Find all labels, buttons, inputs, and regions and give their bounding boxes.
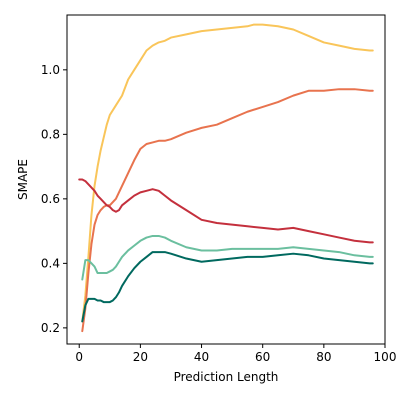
series-line-1 bbox=[82, 25, 372, 322]
y-tick-label: 0.8 bbox=[41, 127, 60, 141]
y-tick-label: 1.0 bbox=[41, 63, 60, 77]
plot-frame bbox=[67, 15, 385, 344]
y-axis-label: SMAPE bbox=[16, 159, 30, 200]
y-tick-label: 0.6 bbox=[41, 192, 60, 206]
series-line-2 bbox=[82, 89, 372, 331]
series-line-3 bbox=[79, 180, 373, 243]
series-line-4 bbox=[82, 236, 372, 280]
x-tick-label: 80 bbox=[316, 350, 331, 364]
x-tick-label: 20 bbox=[133, 350, 148, 364]
y-tick-label: 0.2 bbox=[41, 321, 60, 335]
y-axis: 0.2 0.4 0.6 0.8 1.0 bbox=[41, 63, 67, 335]
x-tick-label: 100 bbox=[374, 350, 397, 364]
x-tick-label: 60 bbox=[255, 350, 270, 364]
x-axis-label: Prediction Length bbox=[174, 370, 279, 384]
x-tick-label: 0 bbox=[75, 350, 83, 364]
x-tick-label: 40 bbox=[194, 350, 209, 364]
y-tick-label: 0.4 bbox=[41, 256, 60, 270]
series-line-5 bbox=[82, 252, 372, 321]
series-layer bbox=[79, 25, 373, 331]
x-axis: 0 20 40 60 80 100 bbox=[75, 344, 396, 364]
